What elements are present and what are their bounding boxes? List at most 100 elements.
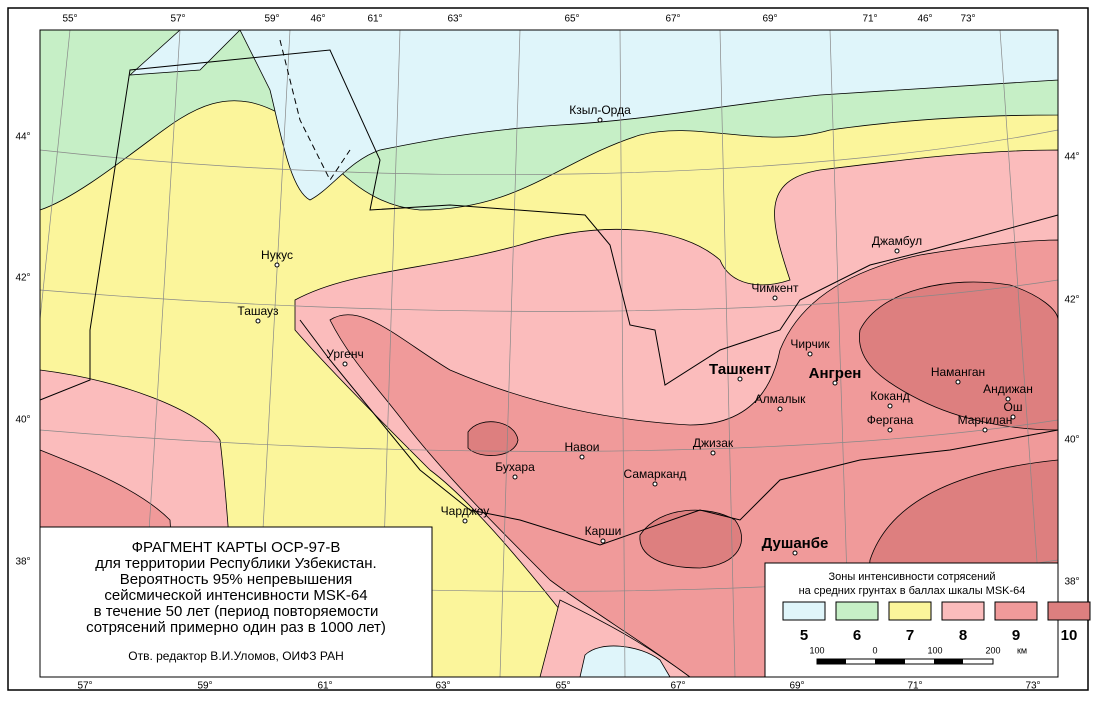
- city-dot: [807, 351, 813, 357]
- graticule-label: 57°: [77, 681, 92, 692]
- city-dot: [1005, 396, 1011, 402]
- scale-label: 200: [985, 645, 1000, 655]
- legend-label: 10: [1061, 627, 1078, 644]
- legend-swatch: [994, 601, 1038, 621]
- graticule-label: 42°: [15, 273, 30, 284]
- graticule-label: 40°: [15, 415, 30, 426]
- graticule-label: 63°: [447, 14, 462, 25]
- city-dot: [887, 403, 893, 409]
- graticule-label: 61°: [317, 681, 332, 692]
- graticule-label: 63°: [435, 681, 450, 692]
- city-dot: [1010, 414, 1016, 420]
- graticule-label: 44°: [15, 132, 30, 143]
- city-name: Ташауз: [237, 304, 279, 318]
- map-frame: [39, 29, 1059, 678]
- city-name: Ургенч: [326, 347, 363, 361]
- graticule-label: 61°: [367, 14, 382, 25]
- scale-segment: [875, 659, 905, 664]
- city-name: Ош: [1004, 400, 1023, 414]
- city-name: Коканд: [870, 389, 909, 403]
- graticule-label: 69°: [789, 681, 804, 692]
- zone: [639, 509, 743, 569]
- city-dot: [832, 380, 838, 386]
- labels: Кзыл-Орда Нукус Ташауз Ургенч Джамбул Чимкент…: [15, 14, 1079, 692]
- graticule-label: 55°: [62, 14, 77, 25]
- graticule-label: 71°: [862, 14, 877, 25]
- city-name: Фергана: [867, 413, 914, 427]
- graticule-label: 69°: [762, 14, 777, 25]
- city-dot: [597, 117, 603, 123]
- city-name: Джамбул: [872, 234, 922, 248]
- scale-segment: [934, 659, 963, 664]
- city-name: Ташкент: [709, 361, 771, 378]
- graticule-label: 42°: [1064, 295, 1079, 306]
- city-name: Алмалык: [755, 392, 807, 406]
- city-name: Джизак: [693, 436, 734, 450]
- city-name: Ангрен: [809, 365, 862, 382]
- legend-swatch: [1047, 601, 1091, 621]
- city-dot: [792, 550, 798, 556]
- city-dot: [462, 518, 468, 524]
- graticule-label: 65°: [564, 14, 579, 25]
- city-dot: [600, 538, 606, 544]
- city-dot: [274, 262, 280, 268]
- city-name: Наманган: [931, 365, 985, 379]
- city-name: Маргилан: [958, 413, 1013, 427]
- city-dot: [710, 450, 716, 456]
- city-name: Карши: [585, 524, 622, 538]
- graticule-label: 59°: [197, 681, 212, 692]
- graticule-label: 46°: [917, 14, 932, 25]
- city-name: Душанбе: [762, 535, 829, 552]
- city-dot: [777, 406, 783, 412]
- city-dot: [737, 376, 743, 382]
- title-block: [39, 526, 433, 678]
- city-dot: [955, 379, 961, 385]
- city-dot: [255, 318, 261, 324]
- city-dot: [512, 474, 518, 480]
- city-dot: [342, 361, 348, 367]
- city-name: Навои: [565, 440, 600, 454]
- title-line: Вероятность 95% непревышения: [120, 571, 353, 588]
- graticule-label: 59°: [264, 14, 279, 25]
- city-name: Андижан: [983, 382, 1033, 396]
- city-name: Чарджоу: [441, 504, 490, 518]
- zone: [467, 421, 519, 456]
- graticule-label: 57°: [170, 14, 185, 25]
- legend-swatch: [941, 601, 985, 621]
- editor: Отв. редактор В.И.Уломов, ОИФЗ РАН: [128, 649, 344, 663]
- scale-segment: [817, 659, 846, 664]
- scale-label: 100: [927, 645, 942, 655]
- city-name: Нукус: [261, 248, 293, 262]
- legend-swatch: [835, 601, 879, 621]
- graticule-label: 67°: [670, 681, 685, 692]
- scale-label: 100: [809, 645, 824, 655]
- title-line: сейсмической интенсивности MSK-64: [104, 587, 367, 604]
- city-dot: [579, 454, 585, 460]
- city-name: Бухара: [495, 460, 535, 474]
- city-name: Чимкент: [751, 281, 799, 295]
- graticule-label: 73°: [960, 14, 975, 25]
- city-name: Кзыл-Орда: [569, 103, 631, 117]
- graticule-label: 67°: [665, 14, 680, 25]
- graticule-label: 44°: [1064, 152, 1079, 163]
- title-line: в течение 50 лет (период повторяемости: [94, 603, 379, 620]
- city-dot: [887, 427, 893, 433]
- legend-swatch: [782, 601, 826, 621]
- legend-label: 6: [853, 627, 861, 644]
- legend-title: на средних грунтах в баллах шкалы MSK-64: [799, 585, 1026, 597]
- graticule-label: 73°: [1025, 681, 1040, 692]
- city-name: Чирчик: [790, 337, 830, 351]
- legend-label: 5: [800, 627, 808, 644]
- graticule-label: 38°: [15, 557, 30, 568]
- city-dot: [982, 427, 988, 433]
- city-dot: [894, 248, 900, 254]
- zone: [239, 29, 1059, 201]
- legend-label: 7: [906, 627, 914, 644]
- graticule-label: 71°: [907, 681, 922, 692]
- graticule-label: 65°: [555, 681, 570, 692]
- city-dot: [772, 295, 778, 301]
- title-line: для территории Республики Узбекистан.: [95, 555, 376, 572]
- legend-title: Зоны интенсивности сотрясений: [828, 571, 995, 583]
- legend-label: 8: [959, 627, 967, 644]
